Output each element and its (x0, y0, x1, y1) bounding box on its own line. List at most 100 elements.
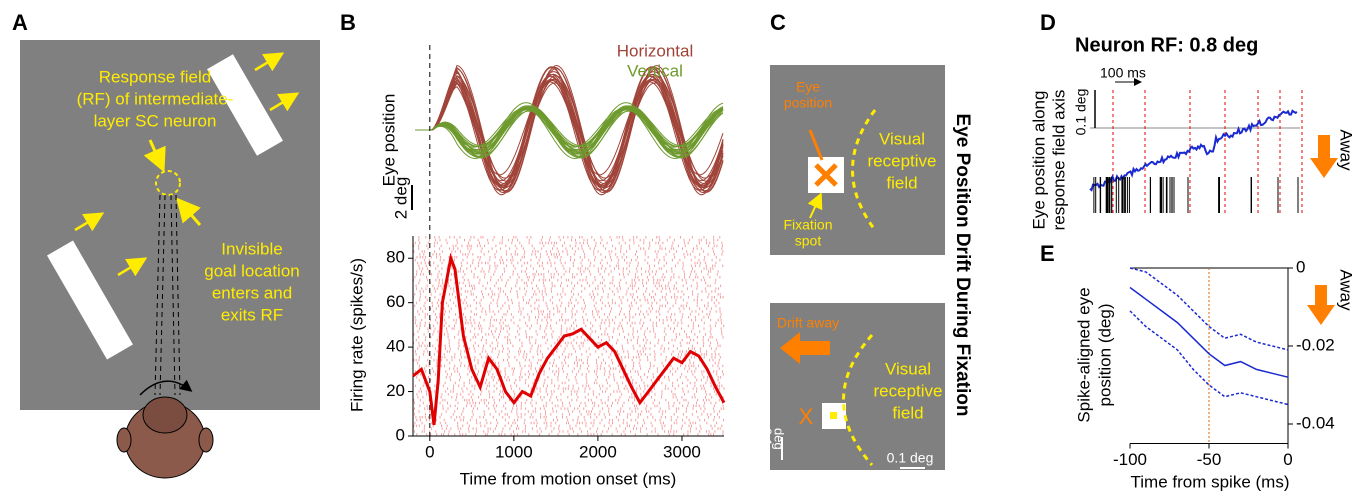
arrow (807, 192, 823, 219)
rf-label: field (892, 403, 923, 422)
raster-row (416, 433, 724, 436)
eye-trace (415, 71, 724, 185)
raster-row (419, 327, 722, 330)
eye-trace (415, 75, 724, 182)
legend-entry: Vertical (627, 61, 683, 80)
raster-row (415, 338, 718, 342)
y-tick-label: 40 (386, 337, 405, 356)
fixation-dot (830, 412, 837, 419)
raster-row (416, 418, 724, 422)
raster-row (414, 258, 721, 262)
raster-row (420, 387, 725, 390)
eye-label: position (784, 95, 832, 111)
scale-label: 0.1 (760, 428, 775, 446)
raster-row (414, 350, 716, 353)
raster-row (414, 421, 717, 425)
eye-trace (415, 75, 724, 191)
panel-label: E (1040, 241, 1055, 266)
ci-line (1129, 310, 1289, 406)
x-tick-label: 1000 (495, 442, 533, 461)
background (770, 65, 945, 255)
rf-label: Visual (885, 359, 931, 378)
raster-row (413, 401, 723, 405)
away-label: Away (1337, 269, 1356, 311)
panel-a: Response field (RF) of intermediate- lay… (20, 40, 320, 479)
raster-row (414, 293, 721, 296)
raster-row (418, 236, 721, 239)
x-tick-label: 2000 (579, 442, 617, 461)
raster-row (419, 404, 724, 408)
raster-row (414, 321, 722, 325)
raster-row (412, 381, 720, 385)
raster-row (419, 290, 716, 293)
eye-trace (415, 107, 724, 146)
rf-label: receptive (868, 151, 937, 170)
raster-row (412, 318, 722, 322)
y-tick-label: 60 (386, 292, 405, 311)
raster-row (412, 410, 721, 413)
raster-row (416, 287, 719, 290)
arrow (143, 139, 166, 173)
background (20, 40, 320, 410)
panel-b: Eye position 2 deg Firing rate (spikes/s… (347, 41, 726, 488)
eye-trace (1089, 109, 1298, 192)
panel-label: C (770, 10, 786, 35)
raster-row (416, 376, 722, 379)
eye-trace (415, 105, 724, 154)
scale-label: 0.1 deg (887, 450, 934, 466)
raster-row (416, 256, 717, 259)
raster-row (418, 281, 716, 285)
raster-row (417, 310, 721, 313)
arrow (176, 197, 202, 226)
raster-row (413, 244, 723, 248)
raster-row (419, 267, 714, 270)
firing-rate-line (412, 252, 726, 426)
x-tick-label: 0 (1283, 450, 1292, 469)
y-tick-label: 80 (386, 248, 405, 267)
raster-row (414, 304, 717, 308)
eye-label: Eye (796, 79, 820, 95)
rf-label: (RF) of intermediate- (77, 89, 234, 108)
raster-row (418, 367, 720, 370)
raster-row (418, 264, 724, 268)
eye-trace (415, 68, 724, 192)
eye-trace (415, 102, 724, 155)
x-axis-label: Time from spike (ms) (1131, 472, 1290, 491)
stimulus-bar (207, 54, 283, 156)
fixation-label: spot (795, 233, 822, 249)
raster-row (414, 316, 721, 319)
goal-label: exits RF (221, 305, 283, 324)
y-tick-label: -0.04 (1296, 413, 1335, 432)
eye-marker (814, 163, 838, 187)
raster-row (417, 396, 724, 399)
raster-row (414, 241, 723, 245)
raster-row (416, 393, 721, 396)
rf-label: receptive (874, 381, 943, 400)
response-field (155, 170, 181, 196)
rf-label: layer SC neuron (94, 111, 217, 130)
raster-row (418, 364, 724, 368)
raster-row (412, 384, 723, 388)
raster-row (414, 430, 724, 433)
y-axis-label: response field axis (1049, 90, 1068, 231)
x-tick-label: 3000 (663, 442, 701, 461)
rf-boundary (851, 109, 877, 231)
mean-line (1129, 286, 1289, 378)
y-tick-label: 0 (396, 425, 405, 444)
y-axis-label: Spike-aligned eye (1074, 287, 1093, 422)
raster-row (415, 284, 722, 288)
gaze-lines (154, 194, 181, 396)
background (770, 303, 945, 470)
scale-label: 0.1 deg (1073, 89, 1089, 136)
eye-trace (415, 64, 724, 193)
panel-label: D (1040, 10, 1056, 35)
raster-row (412, 427, 721, 430)
raster-row (417, 347, 717, 350)
panel-d: Neuron RF: 0.8 deg Eye position along re… (1029, 34, 1355, 230)
vertical-title: Eye Position Drift During Fixation (952, 114, 973, 417)
raster-row (417, 261, 717, 265)
raster-row (419, 253, 723, 256)
eye-trace (415, 108, 724, 148)
raster-row (413, 424, 723, 428)
goal-label: goal location (204, 261, 299, 280)
